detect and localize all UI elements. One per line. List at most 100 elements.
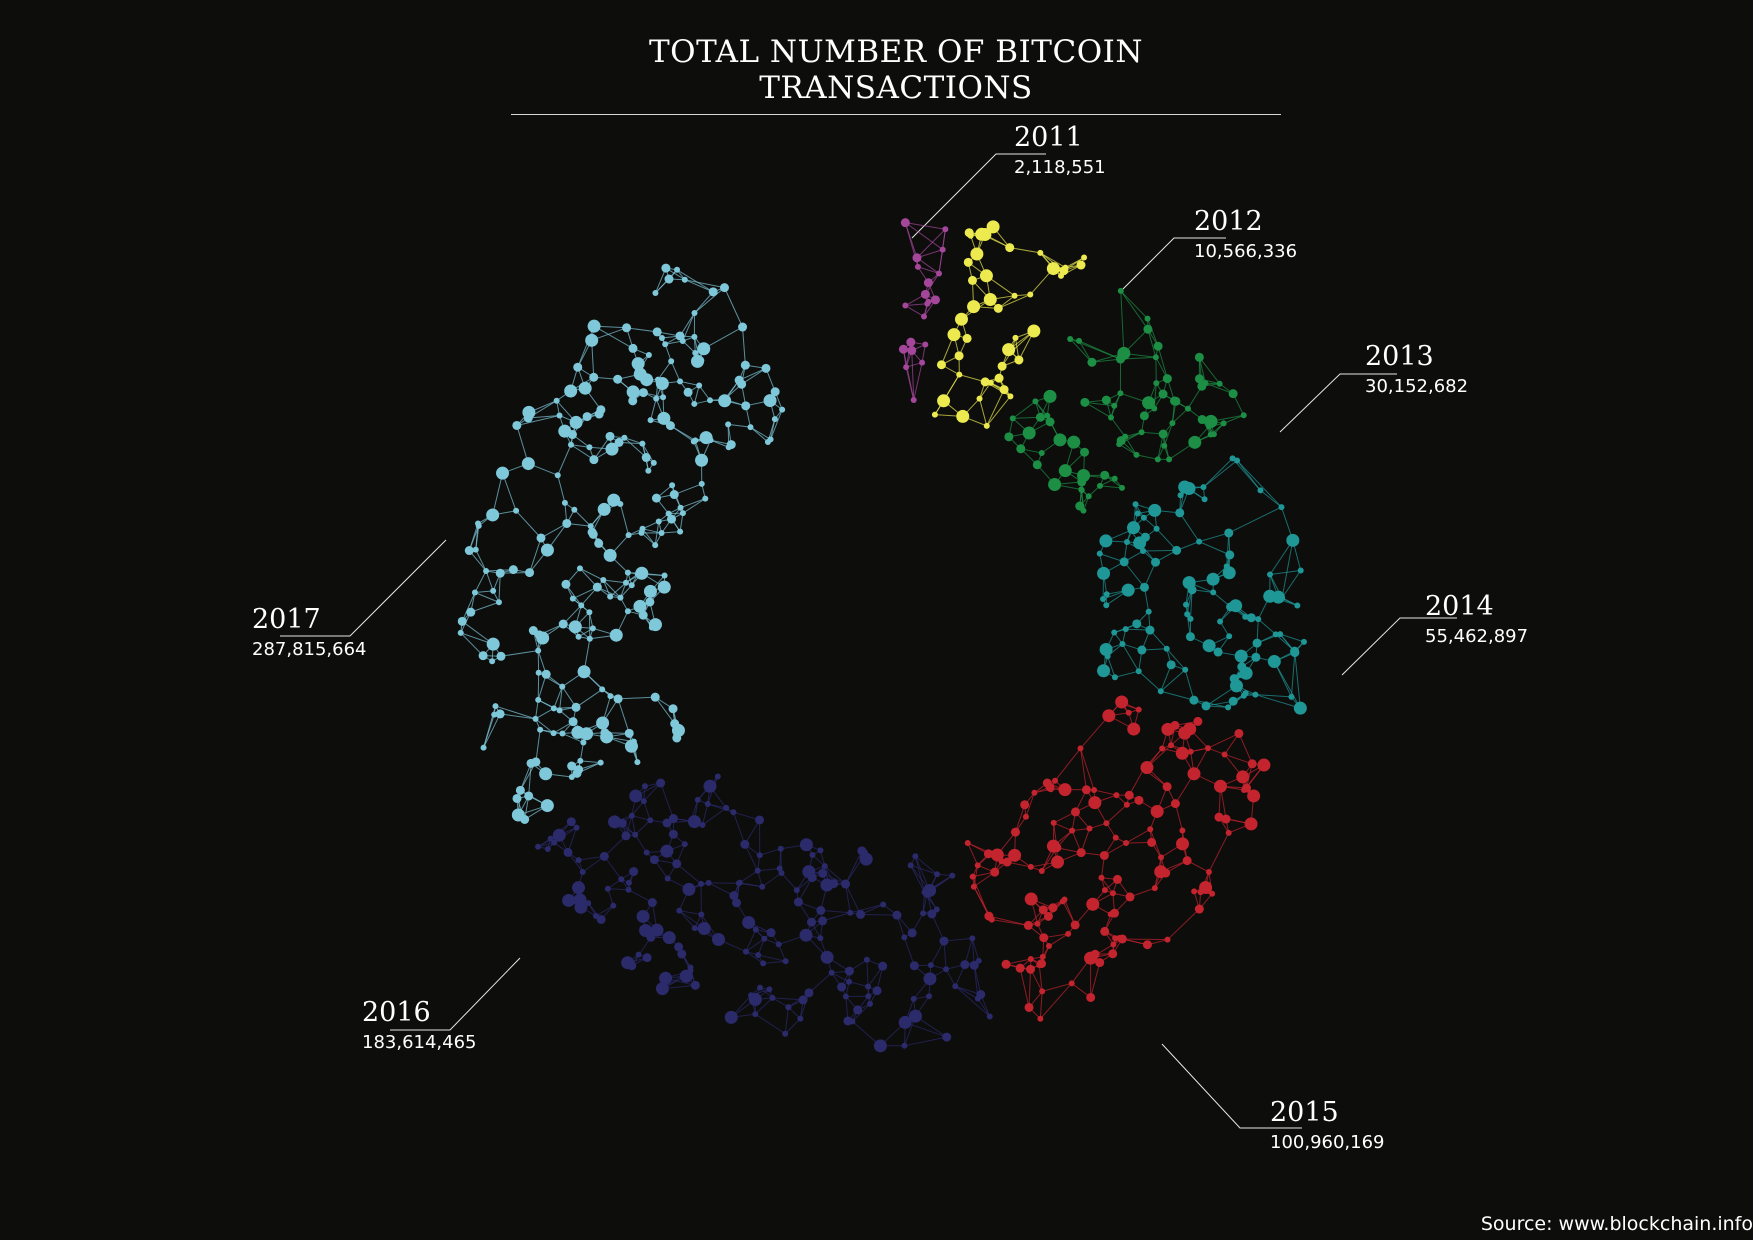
value-label-2011: 2,118,551 [1014, 157, 1106, 178]
edge-2017 [728, 423, 751, 428]
node-2015 [1182, 856, 1192, 866]
node-2017 [660, 394, 667, 401]
node-2013 [1111, 475, 1118, 482]
network-segments [457, 218, 1307, 1053]
node-2016 [817, 935, 824, 942]
node-2016 [729, 891, 739, 901]
node-2017 [719, 283, 729, 293]
node-2012 [1005, 243, 1015, 253]
node-2016 [757, 984, 764, 991]
node-2016 [629, 789, 643, 803]
edge-2012 [934, 374, 960, 415]
node-2017 [578, 381, 592, 395]
node-2017 [535, 696, 542, 703]
edge-2012 [1040, 252, 1065, 272]
node-2015 [1036, 961, 1043, 968]
node-2012 [1037, 249, 1044, 256]
edge-2017 [502, 472, 517, 511]
node-2016 [782, 1030, 789, 1037]
node-2015 [1168, 742, 1175, 749]
edge-2014 [1160, 690, 1195, 701]
node-2017 [592, 582, 602, 592]
node-2016 [926, 993, 933, 1000]
node-2016 [939, 936, 949, 946]
edge-2013 [1091, 358, 1121, 363]
node-2012 [1014, 355, 1024, 365]
edge-2011 [916, 257, 940, 274]
node-2016 [551, 839, 558, 846]
node-2016 [766, 928, 776, 938]
node-2015 [1052, 777, 1059, 784]
node-2015 [1199, 881, 1213, 895]
node-2015 [1034, 920, 1041, 927]
node-2015 [1102, 709, 1116, 723]
node-2014 [1229, 679, 1243, 693]
node-2016 [628, 812, 635, 819]
node-2016 [908, 1009, 922, 1023]
node-2017 [561, 499, 568, 506]
node-2017 [747, 424, 754, 431]
node-2017 [658, 530, 665, 537]
node-2014 [1286, 533, 1300, 547]
edge-2014 [1160, 669, 1186, 692]
node-2013 [1100, 470, 1110, 480]
node-2016 [923, 883, 937, 897]
edge-2015 [1207, 732, 1240, 749]
node-2017 [478, 651, 488, 661]
node-2015 [1037, 1015, 1044, 1022]
node-2013 [1144, 315, 1151, 322]
node-2017 [770, 387, 780, 397]
node-2016 [901, 934, 908, 941]
edge-2017 [570, 444, 590, 448]
edge-2014 [1294, 652, 1301, 709]
edge-2017 [750, 426, 771, 440]
edge-2014 [1255, 694, 1292, 698]
node-2015 [1039, 988, 1046, 995]
edge-2017 [750, 426, 769, 443]
year-label-2017: 2017 [252, 604, 321, 635]
node-2016 [907, 928, 917, 938]
edge-2016 [772, 997, 789, 1008]
node-2016 [742, 915, 756, 929]
node-2017 [594, 409, 604, 419]
node-2015 [1086, 897, 1100, 911]
node-2014 [1140, 532, 1150, 542]
node-2017 [624, 728, 634, 738]
node-2015 [1187, 767, 1201, 781]
node-2013 [1080, 397, 1090, 407]
chart-title: TOTAL NUMBER OF BITCOIN TRANSACTIONS [511, 34, 1281, 115]
node-2016 [759, 883, 766, 890]
node-2015 [1151, 885, 1158, 892]
node-2017 [521, 457, 535, 471]
edge-2016 [845, 883, 851, 913]
node-2017 [486, 637, 500, 651]
node-2013 [1067, 335, 1074, 342]
segment-label-2015: 2015 100,960,169 [1270, 1098, 1385, 1155]
node-2016 [573, 824, 580, 831]
node-2016 [679, 969, 693, 983]
edge-2016 [701, 803, 709, 826]
node-2017 [556, 412, 563, 419]
edge-2017 [580, 760, 601, 764]
node-2013 [1204, 414, 1218, 428]
edge-2016 [943, 941, 947, 970]
leader-line-2011 [911, 153, 1046, 239]
node-2017 [634, 759, 641, 766]
node-2015 [1161, 722, 1175, 736]
node-2015 [1162, 782, 1172, 792]
node-2017 [587, 527, 597, 537]
node-2017 [607, 493, 621, 507]
node-2014 [1297, 567, 1304, 574]
node-2013 [1032, 398, 1039, 405]
edge-2011 [921, 344, 926, 363]
edge-2016 [845, 857, 863, 885]
edge-2017 [495, 705, 536, 720]
node-2017 [550, 730, 557, 737]
edge-2013 [1120, 290, 1149, 330]
node-2015 [1099, 850, 1109, 860]
node-2014 [1175, 508, 1185, 518]
node-2017 [457, 629, 464, 636]
node-2011 [919, 359, 926, 366]
segment-label-2017: 2017 287,815,664 [252, 605, 367, 662]
node-2017 [564, 384, 578, 398]
